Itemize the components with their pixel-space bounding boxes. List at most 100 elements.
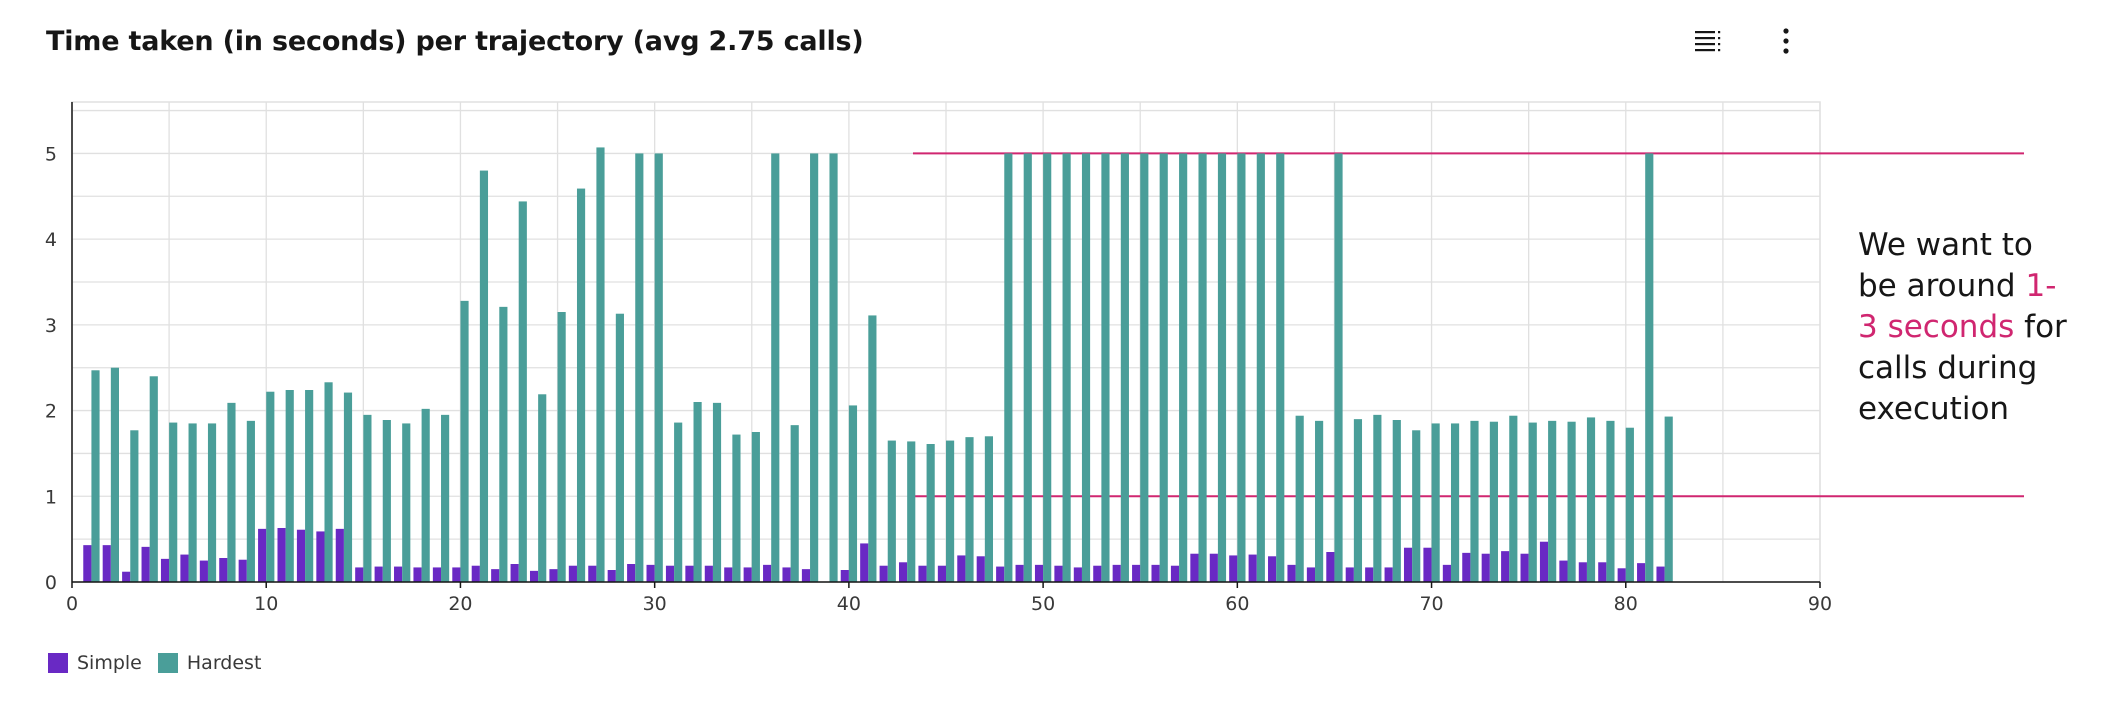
bar-hardest [266,391,275,582]
bar-simple [801,569,811,582]
y-tick-label: 3 [45,315,57,337]
bar-hardest [1353,419,1363,582]
bar-hardest [1431,423,1440,582]
annotation-line-4: calls during [1858,350,2038,386]
bar-hardest [1412,430,1421,582]
legend-swatch-hardest [157,653,178,673]
bar-simple [335,528,344,582]
legend-label-simple: Simple [77,652,142,674]
bar-simple [898,562,908,582]
chart-bars [83,147,1673,583]
bar-simple [1190,553,1199,582]
bar-hardest [1140,153,1149,582]
bar-simple [588,565,597,582]
bar-hardest [557,312,566,582]
bar-hardest [1625,427,1634,582]
bar-simple [1403,547,1413,582]
bar-hardest [460,300,469,582]
bar-hardest [907,441,916,582]
bar-simple [1287,564,1296,582]
bar-simple [840,570,849,582]
bar-simple [1034,564,1044,582]
bar-hardest [965,437,974,582]
bar-simple [491,569,500,582]
x-tick-label: 50 [1031,593,1055,615]
bar-hardest [1120,153,1129,582]
x-tick-label: 90 [1808,593,1832,615]
bar-hardest [499,306,508,582]
bar-simple [976,556,985,582]
bar-simple [918,565,927,582]
bar-hardest [1159,153,1168,582]
x-tick-label: 0 [66,593,78,615]
annotation-line-1: We want to [1858,227,2033,263]
bar-hardest [1237,153,1246,582]
bar-hardest [1315,420,1324,582]
bar-hardest [479,170,489,583]
bar-simple [1637,563,1646,582]
bar-hardest [1450,423,1460,582]
bar-hardest [615,313,624,582]
bar-simple [122,571,131,582]
table-view-button[interactable] [1688,22,1728,62]
bar-simple [627,564,636,582]
x-tick-label: 80 [1614,593,1638,615]
bar-hardest [91,370,100,582]
bar-simple [258,528,267,582]
bar-simple [1015,564,1024,582]
bar-hardest [1217,153,1227,582]
legend-item-hardest[interactable]: Hardest [157,652,261,674]
bar-simple [1248,554,1257,582]
bar-hardest [285,390,294,582]
legend-item-simple[interactable]: Simple [48,652,142,674]
bar-hardest [1179,153,1188,582]
bar-simple [141,546,150,582]
bar-hardest [402,423,411,582]
bar-hardest [305,390,314,582]
bar-hardest [130,430,139,582]
bar-hardest [693,402,702,582]
bar-simple [316,531,325,582]
bar-simple [102,545,111,582]
bar-hardest [576,188,586,583]
bar-hardest [1373,414,1382,582]
legend-swatch-simple [48,653,68,673]
bar-hardest [1101,153,1110,582]
reference-lines [912,152,2024,498]
bar-hardest [343,392,353,582]
bar-simple [704,565,713,582]
overflow-menu-button[interactable] [1766,22,1806,62]
bar-simple [1073,567,1082,582]
bar-simple [743,567,752,582]
bar-simple [1229,555,1238,582]
bar-simple [685,565,694,582]
bar-hardest [1334,153,1343,582]
bar-hardest [1295,415,1304,582]
bar-hardest [674,422,683,582]
annotation-highlight-1: 1- [2025,268,2057,304]
bar-simple [724,567,733,582]
bar-hardest [1392,420,1401,582]
bar-simple [1345,567,1354,582]
bar-hardest [1548,420,1557,582]
bar-hardest [188,423,197,582]
bar-hardest [538,394,547,582]
overflow-menu-vertical-icon [1783,28,1789,54]
bar-simple [607,570,616,582]
annotation-text: We want to be around 1- 3 seconds for ca… [1858,225,2098,430]
bar-simple [1520,553,1529,582]
bar-simple [1112,564,1121,582]
bar-hardest [110,367,120,582]
bar-simple [1209,553,1218,582]
y-tick-label: 0 [45,572,57,594]
bar-simple [432,567,442,582]
bar-simple [1151,564,1160,582]
bar-simple [1093,565,1102,582]
bar-hardest [1081,153,1091,582]
bar-simple [996,566,1005,582]
bar-simple [1268,556,1277,582]
bar-hardest [227,402,236,582]
bar-hardest [169,422,178,582]
